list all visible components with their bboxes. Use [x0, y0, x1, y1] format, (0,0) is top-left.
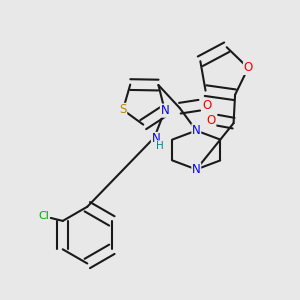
- Text: H: H: [156, 141, 164, 151]
- Text: S: S: [119, 103, 127, 116]
- Text: N: N: [192, 124, 201, 137]
- Text: N: N: [192, 163, 201, 176]
- Text: N: N: [152, 133, 160, 146]
- Text: N: N: [160, 104, 169, 117]
- Text: O: O: [244, 61, 253, 74]
- Text: Cl: Cl: [38, 212, 49, 221]
- Text: O: O: [207, 114, 216, 127]
- Text: O: O: [202, 99, 212, 112]
